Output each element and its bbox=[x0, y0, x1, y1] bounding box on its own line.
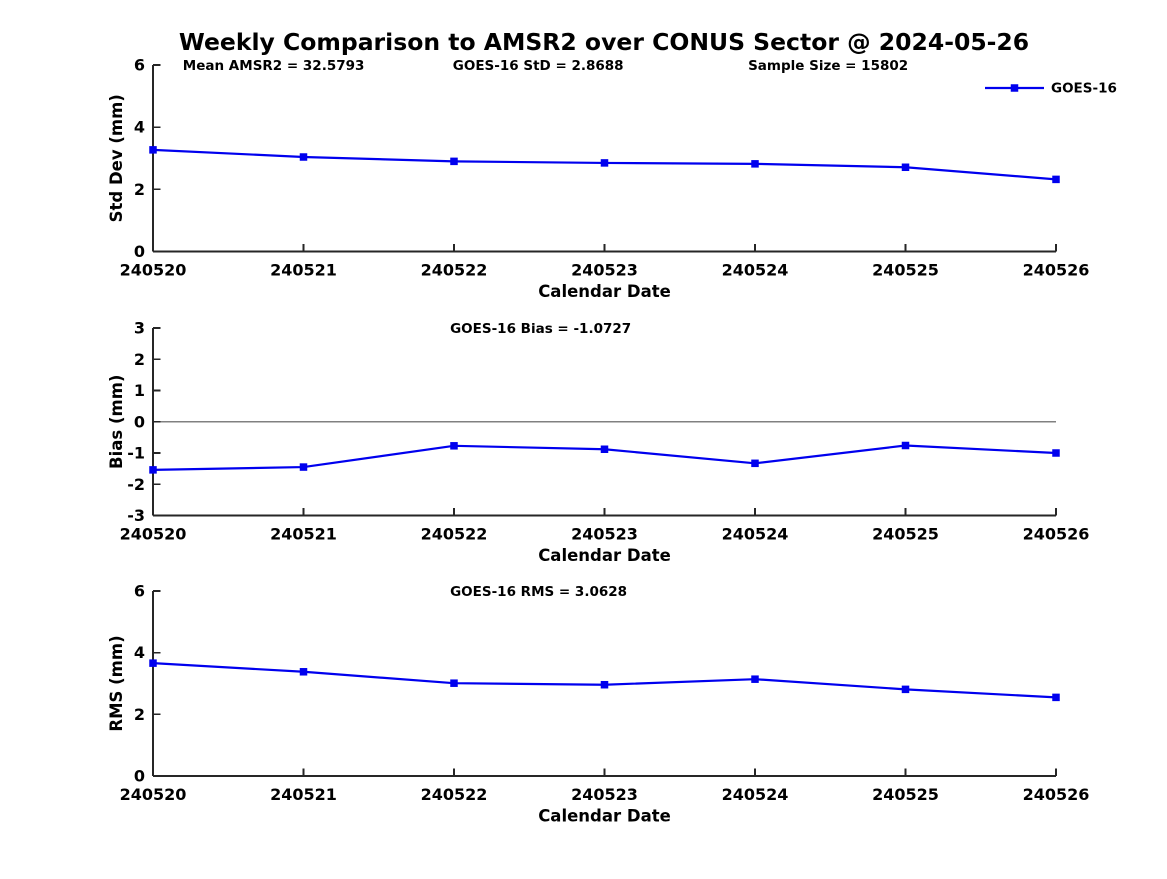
subplot-bias: -3 -2 -1 0 1 2 3 240520 240521 240522 240523 240524… bbox=[107, 319, 1089, 566]
y-tick-label: -3 bbox=[127, 506, 145, 525]
x-tick-label: 240525 bbox=[872, 525, 939, 544]
x-tick-label: 240524 bbox=[722, 525, 789, 544]
data-point-marker bbox=[1052, 449, 1060, 457]
data-point-marker bbox=[149, 146, 157, 154]
legend-marker bbox=[1010, 84, 1019, 92]
x-tick-label: 240520 bbox=[120, 525, 187, 544]
data-point-marker bbox=[299, 668, 308, 676]
x-tick-label: 240521 bbox=[270, 785, 337, 804]
y-tick-label: 2 bbox=[134, 180, 145, 199]
x-tick-label: 240523 bbox=[571, 525, 638, 544]
y-tick-label: 1 bbox=[134, 381, 145, 400]
y-tick-label: 4 bbox=[134, 118, 145, 137]
x-tick-label: 240523 bbox=[571, 261, 638, 280]
data-point-marker bbox=[751, 160, 759, 168]
annotation: GOES-16 Bias = -1.0727 bbox=[450, 321, 631, 337]
data-point-marker bbox=[149, 466, 157, 474]
x-tick-label: 240526 bbox=[1023, 525, 1090, 544]
data-point-marker bbox=[450, 679, 458, 687]
y-tick-label: 6 bbox=[134, 56, 145, 75]
annotation: GOES-16 StD = 2.8688 bbox=[453, 58, 624, 74]
x-axis-label: Calendar Date bbox=[538, 546, 671, 565]
data-point-marker bbox=[751, 675, 759, 683]
y-tick-label: -2 bbox=[127, 475, 145, 494]
y-tick-label: 0 bbox=[134, 242, 145, 261]
x-tick-label: 240522 bbox=[421, 525, 488, 544]
data-point-marker bbox=[149, 659, 157, 667]
subplot-std-dev: 0 2 4 6 240520 240521 240522 240523 240524 240525… bbox=[107, 56, 1117, 302]
x-tick-label: 240524 bbox=[722, 261, 789, 280]
y-tick-label: 2 bbox=[134, 350, 145, 369]
y-axis-label: Bias (mm) bbox=[107, 375, 126, 469]
legend-label: GOES-16 bbox=[1051, 81, 1117, 97]
data-point-marker bbox=[600, 445, 609, 453]
y-tick-label: 2 bbox=[134, 705, 145, 724]
y-tick-label: 0 bbox=[134, 412, 145, 431]
annotation: GOES-16 RMS = 3.0628 bbox=[450, 584, 627, 600]
y-axis-label: RMS (mm) bbox=[107, 635, 126, 731]
data-point-marker bbox=[901, 685, 910, 694]
x-tick-label: 240522 bbox=[421, 785, 488, 804]
x-tick-label: 240520 bbox=[120, 785, 187, 804]
series-line bbox=[152, 662, 1057, 699]
data-point-marker bbox=[450, 157, 458, 166]
subplot-rms: 0 2 4 6 240520 240521 240522 240523 240524 240525… bbox=[107, 582, 1089, 826]
data-point-marker bbox=[751, 459, 759, 468]
x-tick-label: 240522 bbox=[421, 261, 488, 280]
x-tick-label: 240520 bbox=[120, 261, 187, 280]
data-point-marker bbox=[600, 159, 609, 167]
y-tick-label: -1 bbox=[127, 444, 145, 463]
annotation: Mean AMSR2 = 32.5793 bbox=[183, 58, 365, 74]
y-tick-label: 6 bbox=[134, 582, 145, 601]
x-tick-label: 240521 bbox=[270, 525, 337, 544]
data-point-marker bbox=[1052, 175, 1060, 184]
y-axis-label: Std Dev (mm) bbox=[107, 94, 126, 222]
x-tick-label: 240524 bbox=[722, 785, 789, 804]
x-tick-label: 240525 bbox=[872, 261, 939, 280]
annotation: Sample Size = 15802 bbox=[748, 58, 908, 74]
data-point-marker bbox=[299, 463, 308, 471]
x-tick-label: 240523 bbox=[571, 785, 638, 804]
y-tick-label: 4 bbox=[134, 643, 145, 662]
data-point-marker bbox=[1052, 693, 1060, 702]
data-point-marker bbox=[299, 153, 308, 161]
x-axis-label: Calendar Date bbox=[538, 282, 671, 301]
y-tick-label: 0 bbox=[134, 767, 145, 786]
x-tick-label: 240521 bbox=[270, 261, 337, 280]
x-axis-label: Calendar Date bbox=[538, 807, 671, 826]
data-point-marker bbox=[901, 163, 910, 172]
data-point-marker bbox=[600, 680, 609, 689]
chart-title: Weekly Comparison to AMSR2 over CONUS Se… bbox=[179, 28, 1029, 56]
x-tick-label: 240525 bbox=[872, 785, 939, 804]
data-point-marker bbox=[450, 442, 458, 450]
legend: GOES-16 bbox=[985, 81, 1117, 97]
x-tick-label: 240526 bbox=[1023, 785, 1090, 804]
data-point-marker bbox=[901, 441, 910, 450]
y-tick-label: 3 bbox=[134, 319, 145, 338]
x-tick-label: 240526 bbox=[1023, 261, 1090, 280]
